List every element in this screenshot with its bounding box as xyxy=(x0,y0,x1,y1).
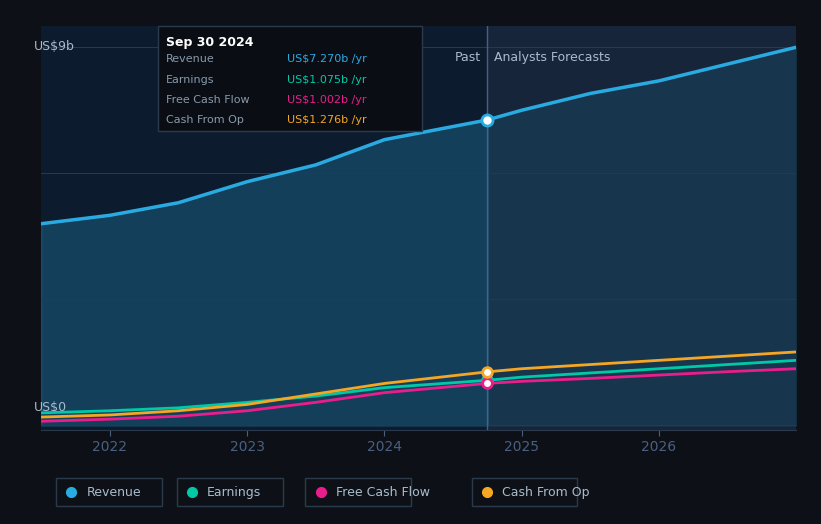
Text: US$1.276b /yr: US$1.276b /yr xyxy=(287,115,366,125)
Text: Sep 30 2024: Sep 30 2024 xyxy=(166,36,253,49)
Text: Revenue: Revenue xyxy=(86,486,141,499)
Text: US$1.002b /yr: US$1.002b /yr xyxy=(287,95,366,105)
Text: Past: Past xyxy=(454,51,480,64)
Text: Analysts Forecasts: Analysts Forecasts xyxy=(494,51,611,64)
Text: US$1.075b /yr: US$1.075b /yr xyxy=(287,74,366,84)
FancyBboxPatch shape xyxy=(158,26,423,131)
Text: Free Cash Flow: Free Cash Flow xyxy=(336,486,429,499)
Text: Cash From Op: Cash From Op xyxy=(166,115,244,125)
Text: US$9b: US$9b xyxy=(34,40,75,53)
Text: US$0: US$0 xyxy=(34,400,67,413)
Text: Revenue: Revenue xyxy=(166,54,214,64)
Text: US$7.270b /yr: US$7.270b /yr xyxy=(287,54,366,64)
Text: Free Cash Flow: Free Cash Flow xyxy=(166,95,250,105)
Text: Earnings: Earnings xyxy=(207,486,261,499)
Text: Earnings: Earnings xyxy=(166,74,214,84)
Text: Cash From Op: Cash From Op xyxy=(502,486,589,499)
Bar xyxy=(488,26,796,430)
